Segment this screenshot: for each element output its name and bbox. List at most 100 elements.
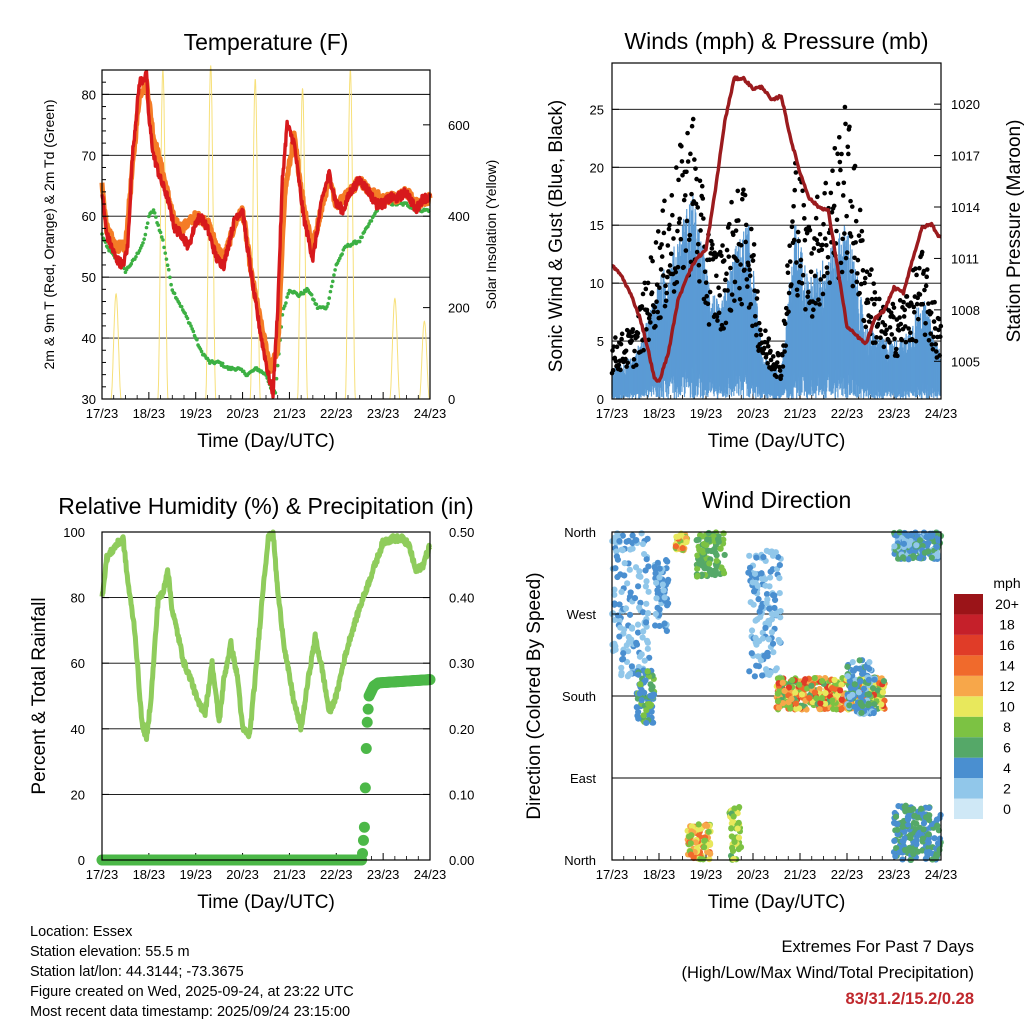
direction-point — [759, 672, 766, 679]
y-axis-title: Percent & Total Rainfall — [29, 597, 50, 794]
y2-tick-label: 1005 — [951, 354, 980, 369]
direction-point — [918, 805, 925, 812]
dewpoint-point — [147, 214, 151, 219]
direction-point — [769, 592, 777, 599]
gust-point — [754, 332, 759, 338]
gust-point — [884, 327, 889, 333]
gust-point — [782, 349, 787, 354]
y2-tick-label: 1014 — [951, 200, 980, 215]
direction-point — [628, 625, 636, 632]
gust-point — [739, 196, 745, 202]
y2-axis-title: Station Pressure (Maroon) — [1004, 120, 1024, 343]
gust-point — [727, 221, 732, 227]
gust-point — [764, 352, 769, 357]
gust-point — [802, 237, 808, 243]
gust-point — [933, 341, 939, 347]
gust-point — [738, 242, 744, 248]
x-tick-label: 24/23 — [925, 867, 958, 882]
dewpoint-point — [314, 302, 319, 307]
direction-point — [817, 700, 824, 707]
gust-point — [929, 342, 935, 347]
plot-frame — [101, 69, 431, 400]
direction-point — [896, 849, 903, 856]
gust-point — [693, 201, 699, 207]
direction-point — [757, 613, 764, 621]
x-axis-title: Time (Day/UTC) — [708, 431, 846, 452]
gust-point — [902, 307, 908, 313]
gust-point — [639, 304, 645, 309]
gust-point — [778, 373, 784, 379]
gust-point — [664, 274, 670, 280]
colorbar-swatch — [954, 778, 983, 799]
direction-point — [616, 537, 623, 545]
direction-point — [816, 706, 823, 713]
direction-point — [904, 816, 912, 823]
gust-point — [743, 222, 749, 228]
direction-point — [788, 695, 795, 703]
x-axis-title: Time (Day/UTC) — [708, 892, 846, 913]
direction-point — [736, 804, 743, 811]
gust-point — [686, 237, 692, 243]
direction-point — [734, 825, 741, 832]
direction-point — [645, 610, 652, 617]
direction-point — [767, 549, 774, 556]
gust-point — [640, 291, 646, 297]
gust-point — [660, 208, 666, 213]
y2-axis-title: Solar Insolation (Yellow) — [483, 160, 499, 310]
direction-point — [633, 704, 640, 711]
x-tick-label: 22/23 — [320, 867, 353, 882]
dewpoint-point — [141, 241, 145, 245]
direction-point — [912, 529, 919, 536]
gust-point — [875, 321, 881, 327]
x-tick-label: 19/23 — [690, 867, 723, 882]
direction-point — [639, 540, 647, 548]
y-tick-label: 20 — [590, 160, 604, 175]
dewpoint-point — [357, 239, 362, 244]
gust-point — [665, 243, 671, 248]
direction-point — [627, 546, 634, 553]
colorbar-swatch — [954, 798, 983, 819]
direction-point — [856, 665, 863, 672]
direction-point — [638, 697, 645, 704]
precip-point — [362, 703, 374, 715]
x-tick-label: 21/23 — [784, 867, 817, 882]
direction-point — [851, 703, 858, 710]
gust-point — [824, 243, 829, 248]
direction-point — [818, 694, 825, 702]
gust-point — [897, 298, 903, 303]
humidity-chart: 17/23 18/23 19/23 20/23 21/23 22/23 23/23 24/23… — [29, 493, 474, 913]
direction-point — [871, 701, 878, 708]
gust-point — [832, 145, 838, 151]
direction-point — [609, 610, 617, 617]
gust-point — [862, 275, 868, 281]
gust-point — [808, 269, 814, 275]
gust-point — [709, 246, 715, 251]
dewpoint-point — [159, 235, 164, 239]
direction-point — [865, 690, 873, 698]
gust-point — [869, 296, 875, 302]
direction-point — [701, 844, 708, 851]
gust-point — [869, 267, 874, 272]
y2-tick-label: 1017 — [951, 149, 980, 164]
direction-point — [617, 571, 624, 578]
direction-point — [931, 835, 938, 842]
gust-point — [738, 262, 743, 267]
gust-point — [821, 273, 827, 279]
direction-point — [654, 559, 661, 566]
direction-point — [637, 573, 644, 580]
gust-point — [774, 360, 780, 365]
colorbar-label: 16 — [999, 637, 1015, 653]
gust-point — [653, 240, 659, 245]
gust-point — [865, 300, 871, 305]
precip-point — [357, 834, 369, 846]
direction-point — [894, 820, 901, 828]
colorbar-swatch — [954, 594, 983, 615]
gust-point — [887, 340, 892, 345]
direction-point — [640, 712, 647, 719]
direction-point — [746, 564, 754, 571]
direction-point — [925, 839, 932, 846]
dewpoint-point — [328, 289, 333, 294]
gust-point — [689, 123, 695, 129]
direction-point — [924, 542, 931, 549]
direction-point — [735, 834, 743, 841]
